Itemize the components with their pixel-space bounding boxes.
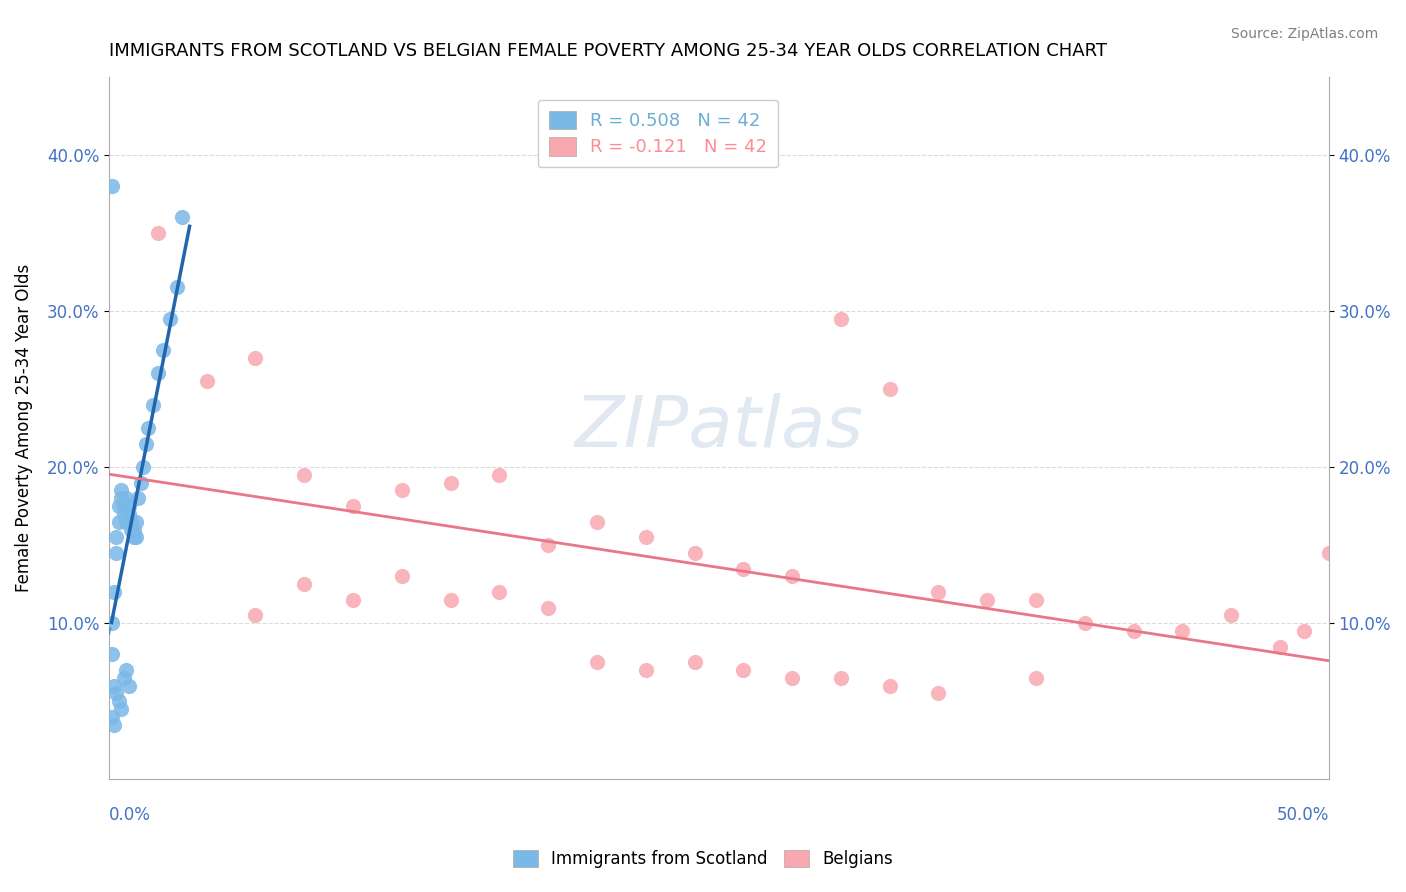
Point xyxy=(136,421,159,435)
Text: 50.0%: 50.0% xyxy=(1277,806,1329,824)
Point xyxy=(976,592,998,607)
Point xyxy=(105,530,128,544)
Point xyxy=(110,483,132,498)
Point xyxy=(586,655,609,669)
Text: ZIPatlas: ZIPatlas xyxy=(575,393,863,462)
Point xyxy=(391,569,413,583)
Point xyxy=(1122,624,1144,638)
Point xyxy=(879,679,901,693)
Point xyxy=(292,577,315,591)
Point xyxy=(195,374,218,388)
Point xyxy=(927,585,949,599)
Point xyxy=(103,717,125,731)
Point xyxy=(1268,640,1291,654)
Point xyxy=(1171,624,1194,638)
Point xyxy=(634,530,657,544)
Point xyxy=(634,663,657,677)
Point xyxy=(780,671,803,685)
Point xyxy=(112,499,135,513)
Point xyxy=(115,491,138,506)
Text: Source: ZipAtlas.com: Source: ZipAtlas.com xyxy=(1230,27,1378,41)
Point xyxy=(122,523,145,537)
Point xyxy=(146,226,169,240)
Point xyxy=(110,491,132,506)
Point xyxy=(105,686,128,700)
Point xyxy=(108,694,131,708)
Point xyxy=(122,530,145,544)
Point xyxy=(100,648,122,662)
Point xyxy=(159,311,181,326)
Point xyxy=(125,515,148,529)
Point xyxy=(391,483,413,498)
Point xyxy=(146,367,169,381)
Point xyxy=(342,592,364,607)
Point xyxy=(117,507,139,521)
Point xyxy=(488,467,510,482)
Point xyxy=(108,499,131,513)
Point xyxy=(879,382,901,396)
Point xyxy=(292,467,315,482)
Point xyxy=(115,663,138,677)
Point xyxy=(1220,608,1243,623)
Point xyxy=(125,530,148,544)
Point xyxy=(245,351,267,365)
Point xyxy=(683,655,706,669)
Legend: R = 0.508   N = 42, R = -0.121   N = 42: R = 0.508 N = 42, R = -0.121 N = 42 xyxy=(538,100,778,168)
Point xyxy=(830,311,852,326)
Point xyxy=(129,475,152,490)
Point xyxy=(780,569,803,583)
Point xyxy=(100,710,122,724)
Point xyxy=(120,523,142,537)
Point xyxy=(1025,592,1047,607)
Point xyxy=(108,515,131,529)
Point xyxy=(117,499,139,513)
Point xyxy=(733,561,755,575)
Text: 0.0%: 0.0% xyxy=(110,806,150,824)
Point xyxy=(103,585,125,599)
Point xyxy=(112,671,135,685)
Point xyxy=(172,210,194,224)
Point xyxy=(488,585,510,599)
Point xyxy=(103,679,125,693)
Point xyxy=(342,499,364,513)
Y-axis label: Female Poverty Among 25-34 Year Olds: Female Poverty Among 25-34 Year Olds xyxy=(15,264,32,592)
Point xyxy=(245,608,267,623)
Point xyxy=(142,398,165,412)
Point xyxy=(1294,624,1316,638)
Point xyxy=(830,671,852,685)
Point xyxy=(586,515,609,529)
Point xyxy=(683,546,706,560)
Point xyxy=(100,178,122,193)
Point xyxy=(1025,671,1047,685)
Point xyxy=(439,592,461,607)
Point xyxy=(733,663,755,677)
Point xyxy=(537,538,560,552)
Point xyxy=(152,343,174,357)
Point xyxy=(117,679,139,693)
Point xyxy=(1074,616,1097,631)
Point xyxy=(537,600,560,615)
Point xyxy=(439,475,461,490)
Text: IMMIGRANTS FROM SCOTLAND VS BELGIAN FEMALE POVERTY AMONG 25-34 YEAR OLDS CORRELA: IMMIGRANTS FROM SCOTLAND VS BELGIAN FEMA… xyxy=(110,42,1107,60)
Point xyxy=(115,515,138,529)
Point xyxy=(132,460,155,475)
Point xyxy=(120,515,142,529)
Point xyxy=(100,616,122,631)
Point xyxy=(112,507,135,521)
Point xyxy=(135,436,157,450)
Legend: Immigrants from Scotland, Belgians: Immigrants from Scotland, Belgians xyxy=(506,843,900,875)
Point xyxy=(1317,546,1340,560)
Point xyxy=(927,686,949,700)
Point xyxy=(110,702,132,716)
Point xyxy=(166,280,188,294)
Point xyxy=(127,491,149,506)
Point xyxy=(105,546,128,560)
